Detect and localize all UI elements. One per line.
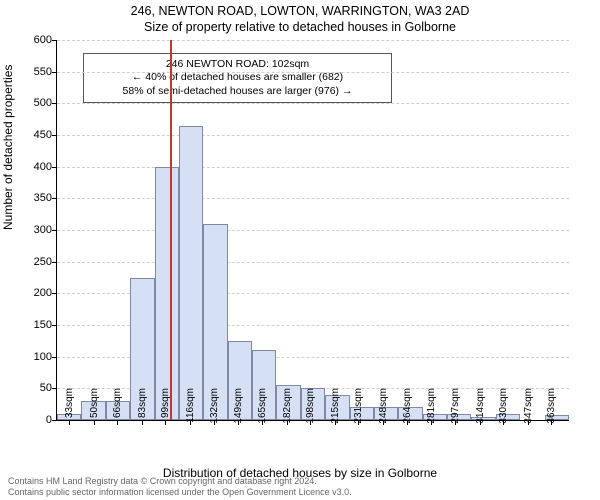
ytick [52,357,57,358]
title-line-1: 246, NEWTON ROAD, LOWTON, WARRINGTON, WA… [0,4,600,20]
gridline-h [57,230,569,231]
callout-line-3: 58% of semi-detached houses are larger (… [92,85,384,98]
callout-line-1: 246 NEWTON ROAD: 102sqm [92,58,384,71]
figure-container: 246, NEWTON ROAD, LOWTON, WARRINGTON, WA… [0,0,600,500]
xtick-label: 281sqm [426,388,437,428]
ytick [52,40,57,41]
ytick [52,167,57,168]
ytick [52,230,57,231]
ytick-label: 600 [20,34,52,46]
ytick-label: 100 [20,351,52,363]
xtick-label: 116sqm [185,388,196,428]
footer-line-1: Contains HM Land Registry data © Crown c… [8,476,352,487]
xtick-label: 363sqm [546,388,557,428]
title-line-2: Size of property relative to detached ho… [0,20,600,36]
xtick-label: 297sqm [450,388,461,428]
ytick-label: 550 [20,66,52,78]
gridline-h [57,198,569,199]
xtick-label: 66sqm [112,388,123,428]
xtick-label: 50sqm [89,388,100,428]
ytick [52,103,57,104]
ytick-label: 0 [20,414,52,426]
xtick-label: 83sqm [137,388,148,428]
xtick-label: 198sqm [305,388,316,428]
xtick-label: 182sqm [282,388,293,428]
gridline-h [57,167,569,168]
ytick-label: 450 [20,129,52,141]
plot-area: 246 NEWTON ROAD: 102sqm ← 40% of detache… [56,40,569,421]
callout-line-2: ← 40% of detached houses are smaller (68… [92,71,384,84]
chart-title: 246, NEWTON ROAD, LOWTON, WARRINGTON, WA… [0,4,600,35]
gridline-h [57,72,569,73]
xtick-label: 264sqm [402,388,413,428]
ytick-label: 250 [20,256,52,268]
gridline-h [57,40,569,41]
histogram-bar [179,126,203,421]
ytick-label: 350 [20,192,52,204]
xtick-label: 314sqm [475,388,486,428]
xtick-label: 165sqm [257,388,268,428]
footer-attribution: Contains HM Land Registry data © Crown c… [8,476,352,498]
histogram-bar [155,167,179,420]
xtick-label: 149sqm [233,388,244,428]
ytick [52,198,57,199]
callout-box: 246 NEWTON ROAD: 102sqm ← 40% of detache… [83,53,393,102]
gridline-h [57,262,569,263]
ytick-label: 500 [20,97,52,109]
xtick-label: 231sqm [353,388,364,428]
ytick-label: 400 [20,161,52,173]
ytick-label: 200 [20,287,52,299]
xtick-label: 132sqm [209,388,220,428]
gridline-h [57,135,569,136]
ytick-label: 50 [20,382,52,394]
ytick [52,325,57,326]
xtick-label: 347sqm [523,388,534,428]
ytick [52,420,57,421]
ytick [52,135,57,136]
ytick-label: 300 [20,224,52,236]
xtick-label: 248sqm [378,388,389,428]
xtick-label: 99sqm [160,388,171,428]
ytick [52,72,57,73]
ytick [52,293,57,294]
gridline-h [57,103,569,104]
xtick-label: 215sqm [330,388,341,428]
ytick [52,388,57,389]
footer-line-2: Contains public sector information licen… [8,487,352,498]
ytick [52,262,57,263]
xtick-label: 33sqm [64,388,75,428]
marker-line [170,40,172,420]
ytick-label: 150 [20,319,52,331]
y-axis-label: Number of detached properties [1,65,15,230]
xtick-label: 330sqm [498,388,509,428]
